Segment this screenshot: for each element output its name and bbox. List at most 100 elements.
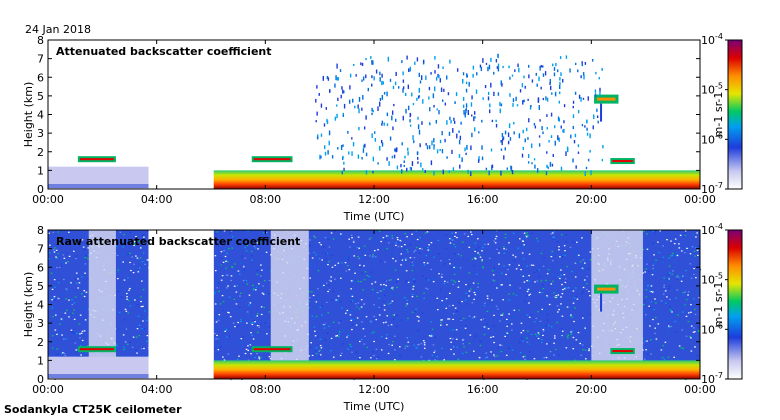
- noise-speck: [472, 282, 475, 284]
- noise-speck: [369, 255, 371, 257]
- noise-speck: [578, 254, 580, 256]
- noise-speck: [449, 328, 452, 330]
- aerosol-speck: [393, 103, 395, 107]
- noise-speck: [380, 240, 383, 243]
- noise-speck: [321, 286, 324, 288]
- noise-speck: [676, 254, 679, 257]
- aerosol-speck: [572, 105, 574, 109]
- aerosol-speck: [386, 91, 388, 97]
- noise-speck: [666, 278, 669, 281]
- noise-speck: [71, 331, 74, 333]
- noise-speck: [63, 352, 66, 354]
- noise-speck: [364, 271, 367, 273]
- aerosol-speck: [542, 73, 545, 77]
- noise-speck: [413, 257, 416, 259]
- aerosol-speck: [452, 167, 455, 171]
- noise-speck: [233, 285, 236, 287]
- noise-speck: [246, 244, 249, 247]
- noise-speck: [357, 236, 360, 238]
- noise-speck: [561, 330, 564, 332]
- noise-speck: [348, 269, 351, 271]
- noise-speck: [352, 280, 354, 282]
- noise-speck: [454, 235, 456, 238]
- noise-speck: [388, 242, 390, 244]
- aerosol-speck: [418, 87, 421, 93]
- noise-speck: [246, 240, 249, 243]
- noise-speck: [414, 281, 416, 283]
- noise-speck: [251, 323, 254, 326]
- y-tick-label: 2: [37, 336, 44, 349]
- colorbar: [727, 39, 743, 190]
- noise-speck: [553, 292, 555, 294]
- aerosol-speck: [524, 85, 526, 89]
- noise-speck: [575, 339, 578, 341]
- x-tick-label: 08:00: [249, 383, 281, 396]
- noise-speck: [477, 246, 480, 248]
- noise-speck: [56, 251, 58, 253]
- noise-speck: [449, 329, 452, 331]
- y-tick-label: 8: [37, 34, 44, 47]
- noise-speck: [501, 314, 504, 316]
- noise-speck: [116, 345, 118, 347]
- noise-speck: [341, 262, 343, 264]
- noise-speck: [376, 292, 378, 294]
- noise-speck: [328, 246, 331, 248]
- noise-speck: [320, 244, 322, 246]
- aerosol-speck: [371, 60, 373, 65]
- noise-speck: [474, 258, 477, 260]
- noise-speck: [252, 284, 254, 287]
- noise-speck: [243, 269, 245, 271]
- noise-speck: [67, 241, 69, 243]
- noise-speck: [526, 337, 528, 339]
- noise-speck: [682, 311, 684, 313]
- noise-speck: [416, 315, 419, 317]
- noise-speck: [446, 324, 448, 326]
- noise-speck: [56, 257, 58, 259]
- noise-speck: [319, 354, 322, 356]
- noise-speck: [72, 312, 74, 314]
- noise-speck: [144, 310, 146, 312]
- noise-speck: [235, 303, 238, 305]
- noise-speck: [137, 258, 140, 261]
- noise-speck: [315, 315, 318, 317]
- noise-speck: [237, 325, 239, 327]
- noise-speck: [430, 242, 433, 244]
- aerosol-speck: [538, 143, 541, 147]
- aerosol-speck: [413, 140, 415, 144]
- noise-speck: [264, 322, 266, 324]
- noise-speck: [566, 287, 568, 289]
- noise-speck: [226, 261, 229, 263]
- noise-speck: [358, 308, 361, 310]
- noise-speck: [459, 318, 462, 320]
- noise-speck: [562, 254, 564, 256]
- noise-speck: [580, 293, 583, 295]
- noise-speck: [542, 265, 545, 267]
- noise-speck: [228, 312, 230, 314]
- noise-speck: [671, 252, 674, 254]
- noise-speck: [560, 234, 563, 236]
- noise-speck: [556, 296, 558, 298]
- noise-speck: [484, 243, 486, 245]
- aerosol-speck: [466, 145, 468, 150]
- low-cloud-core: [612, 350, 633, 353]
- noise-speck: [547, 353, 550, 355]
- noise-speck: [683, 235, 685, 237]
- noise-speck: [66, 252, 68, 254]
- noise-speck: [456, 310, 459, 312]
- noise-speck: [672, 270, 674, 272]
- noise-speck: [233, 298, 236, 301]
- noise-speck: [440, 276, 443, 278]
- aerosol-speck: [542, 131, 544, 135]
- aerosol-speck: [502, 136, 505, 140]
- noise-speck: [506, 333, 508, 336]
- aerosol-speck: [370, 56, 372, 59]
- colorbar-label: m-1 sr-1: [712, 282, 725, 328]
- aerosol-speck: [379, 77, 381, 82]
- noise-speck: [338, 333, 340, 336]
- noise-speck: [646, 263, 648, 265]
- noise-speck: [366, 250, 369, 252]
- noise-speck: [327, 290, 329, 293]
- aerosol-speck: [556, 69, 559, 73]
- noise-speck: [474, 293, 477, 296]
- noise-speck: [240, 338, 243, 340]
